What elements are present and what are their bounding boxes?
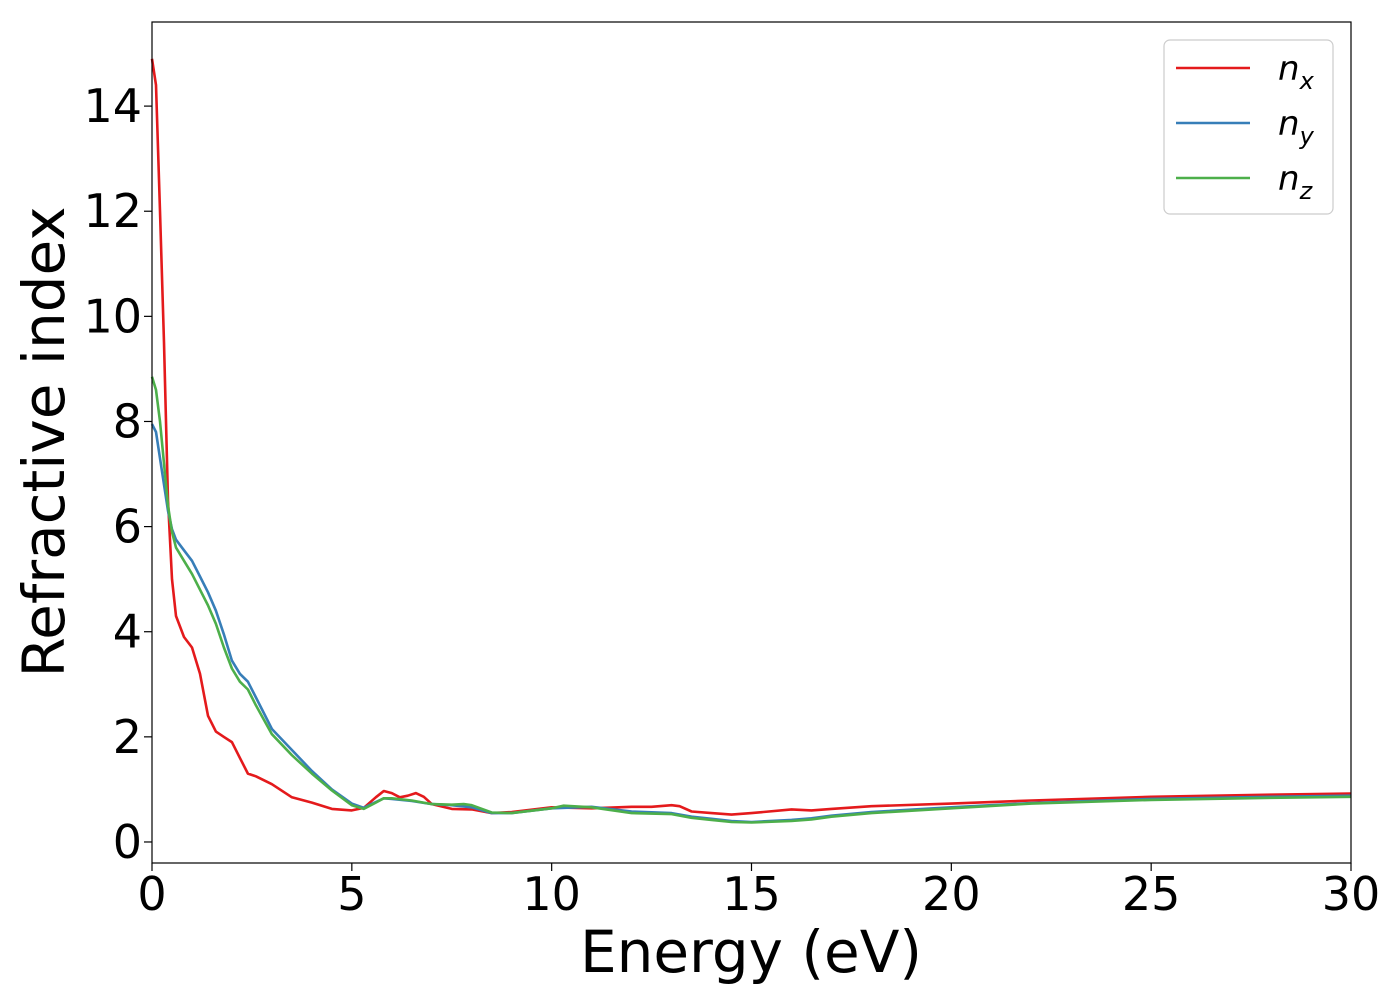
y-tick-label: 4 — [113, 605, 142, 659]
x-axis-label: Energy (eV) — [580, 918, 922, 986]
y-tick-label: 6 — [113, 500, 142, 554]
x-tick-label: 25 — [1122, 867, 1181, 921]
legend-label-base: n — [1278, 159, 1300, 199]
y-tick-label: 12 — [83, 184, 142, 238]
legend-label-base: n — [1278, 49, 1300, 89]
x-axis-ticks: 0 5 10 15 20 25 30 — [137, 863, 1380, 921]
legend-label-n-z: nz — [1278, 159, 1314, 205]
legend-label-base: n — [1278, 104, 1300, 144]
x-tick-label: 0 — [137, 867, 166, 921]
y-tick-label: 0 — [113, 815, 142, 869]
legend-box — [1163, 39, 1334, 215]
x-tick-label: 15 — [722, 867, 781, 921]
y-tick-label: 10 — [83, 289, 142, 343]
x-tick-label: 5 — [337, 867, 366, 921]
y-tick-label: 14 — [83, 79, 142, 133]
y-tick-label: 8 — [113, 394, 142, 448]
x-tick-label: 10 — [522, 867, 581, 921]
legend-label-subscript: x — [1299, 67, 1315, 95]
x-tick-label: 20 — [922, 867, 981, 921]
series-lines — [150, 58, 1352, 824]
series-line-n-z — [150, 376, 1352, 824]
x-tick-label: 30 — [1322, 867, 1381, 921]
legend-label-subscript: z — [1299, 177, 1314, 205]
y-axis-ticks: 0 2 4 6 8 10 12 14 — [83, 79, 152, 869]
series-line-n-x — [150, 58, 1352, 816]
legend-label-subscript: y — [1299, 122, 1315, 150]
legend-label-n-x: nx — [1278, 49, 1315, 95]
legend-label-n-y: ny — [1278, 104, 1315, 150]
y-tick-label: 2 — [113, 710, 142, 764]
y-axis-label: Refractive index — [10, 206, 78, 677]
